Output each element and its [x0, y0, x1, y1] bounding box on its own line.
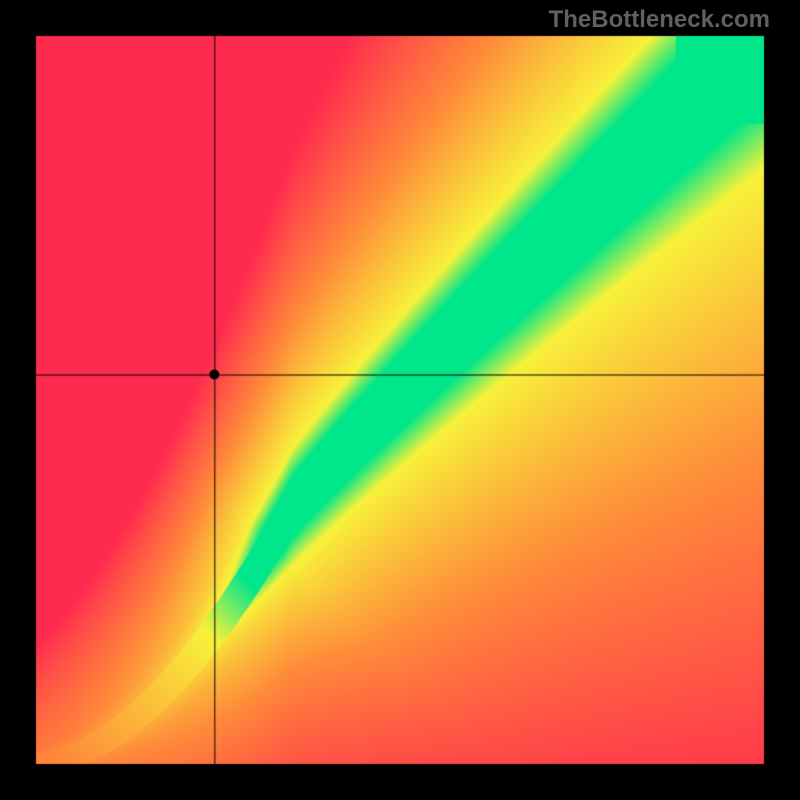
- chart-container: TheBottleneck.com: [0, 0, 800, 800]
- bottleneck-heatmap: [0, 0, 800, 800]
- watermark-label: TheBottleneck.com: [549, 6, 770, 34]
